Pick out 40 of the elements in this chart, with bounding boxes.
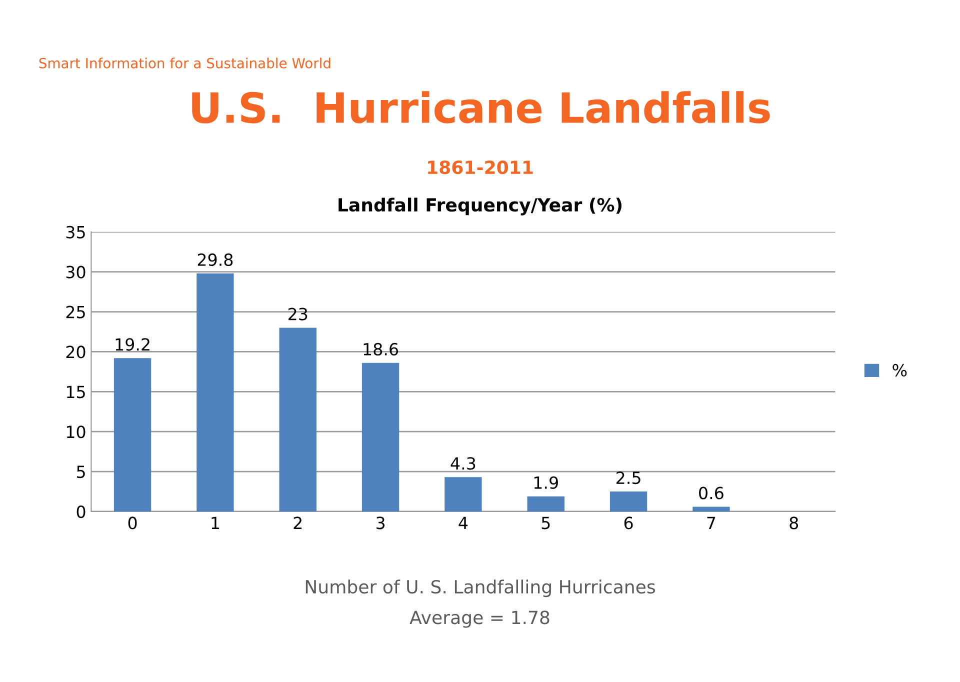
- y-tick-label: 35: [66, 226, 85, 238]
- x-tick-label: 7: [707, 516, 716, 530]
- bar: [279, 328, 316, 512]
- bar: [114, 358, 152, 512]
- data-label: 18.6: [364, 342, 398, 356]
- text: Landfall Frequency/Year (%): [338, 198, 622, 216]
- y-tick-label: 5: [77, 466, 85, 478]
- y-tick-label: 0: [76, 505, 86, 518]
- x-tick-label: 3: [376, 516, 384, 530]
- x-tick-label: 0: [128, 516, 137, 530]
- data-label: 2.5: [616, 472, 640, 484]
- y-tick-label: 20: [66, 346, 86, 358]
- y-tick-label: 15: [66, 386, 85, 398]
- bar: [444, 477, 482, 512]
- data-label: 19.2: [116, 338, 150, 351]
- text: Smart Information for a Sustainable World: [39, 58, 330, 68]
- bar: [610, 492, 648, 512]
- x-tick-label: 6: [624, 516, 633, 530]
- chart-title: U.S. Hurricane Landfalls: [192, 91, 770, 124]
- chart-subtitle: 1861-2011: [428, 160, 533, 174]
- legend-label: %: [892, 364, 907, 377]
- x-tick-label: 8: [790, 516, 798, 530]
- x-axis-title: Number of U. S. Landfalling Hurricanes: [306, 580, 655, 598]
- text: Average = 1.78: [410, 610, 550, 628]
- x-tick-label: 2: [294, 516, 302, 530]
- y-tick-label: 10: [66, 426, 86, 438]
- x-tick-label: 4: [458, 516, 468, 530]
- bar: [196, 273, 234, 512]
- y-tick-label: 25: [66, 306, 85, 318]
- bar: [527, 496, 564, 512]
- y-tick-label: 30: [66, 266, 86, 278]
- bar: [692, 506, 730, 512]
- data-label: 23: [288, 308, 308, 320]
- bar: [362, 362, 400, 512]
- data-label: 1.9: [534, 476, 558, 489]
- x-tick-label: 1: [212, 516, 219, 530]
- data-label: 29.8: [198, 253, 233, 266]
- data-label: 0.6: [699, 486, 724, 500]
- data-label: 4.3: [450, 457, 476, 470]
- x-tick-label: 5: [542, 516, 550, 530]
